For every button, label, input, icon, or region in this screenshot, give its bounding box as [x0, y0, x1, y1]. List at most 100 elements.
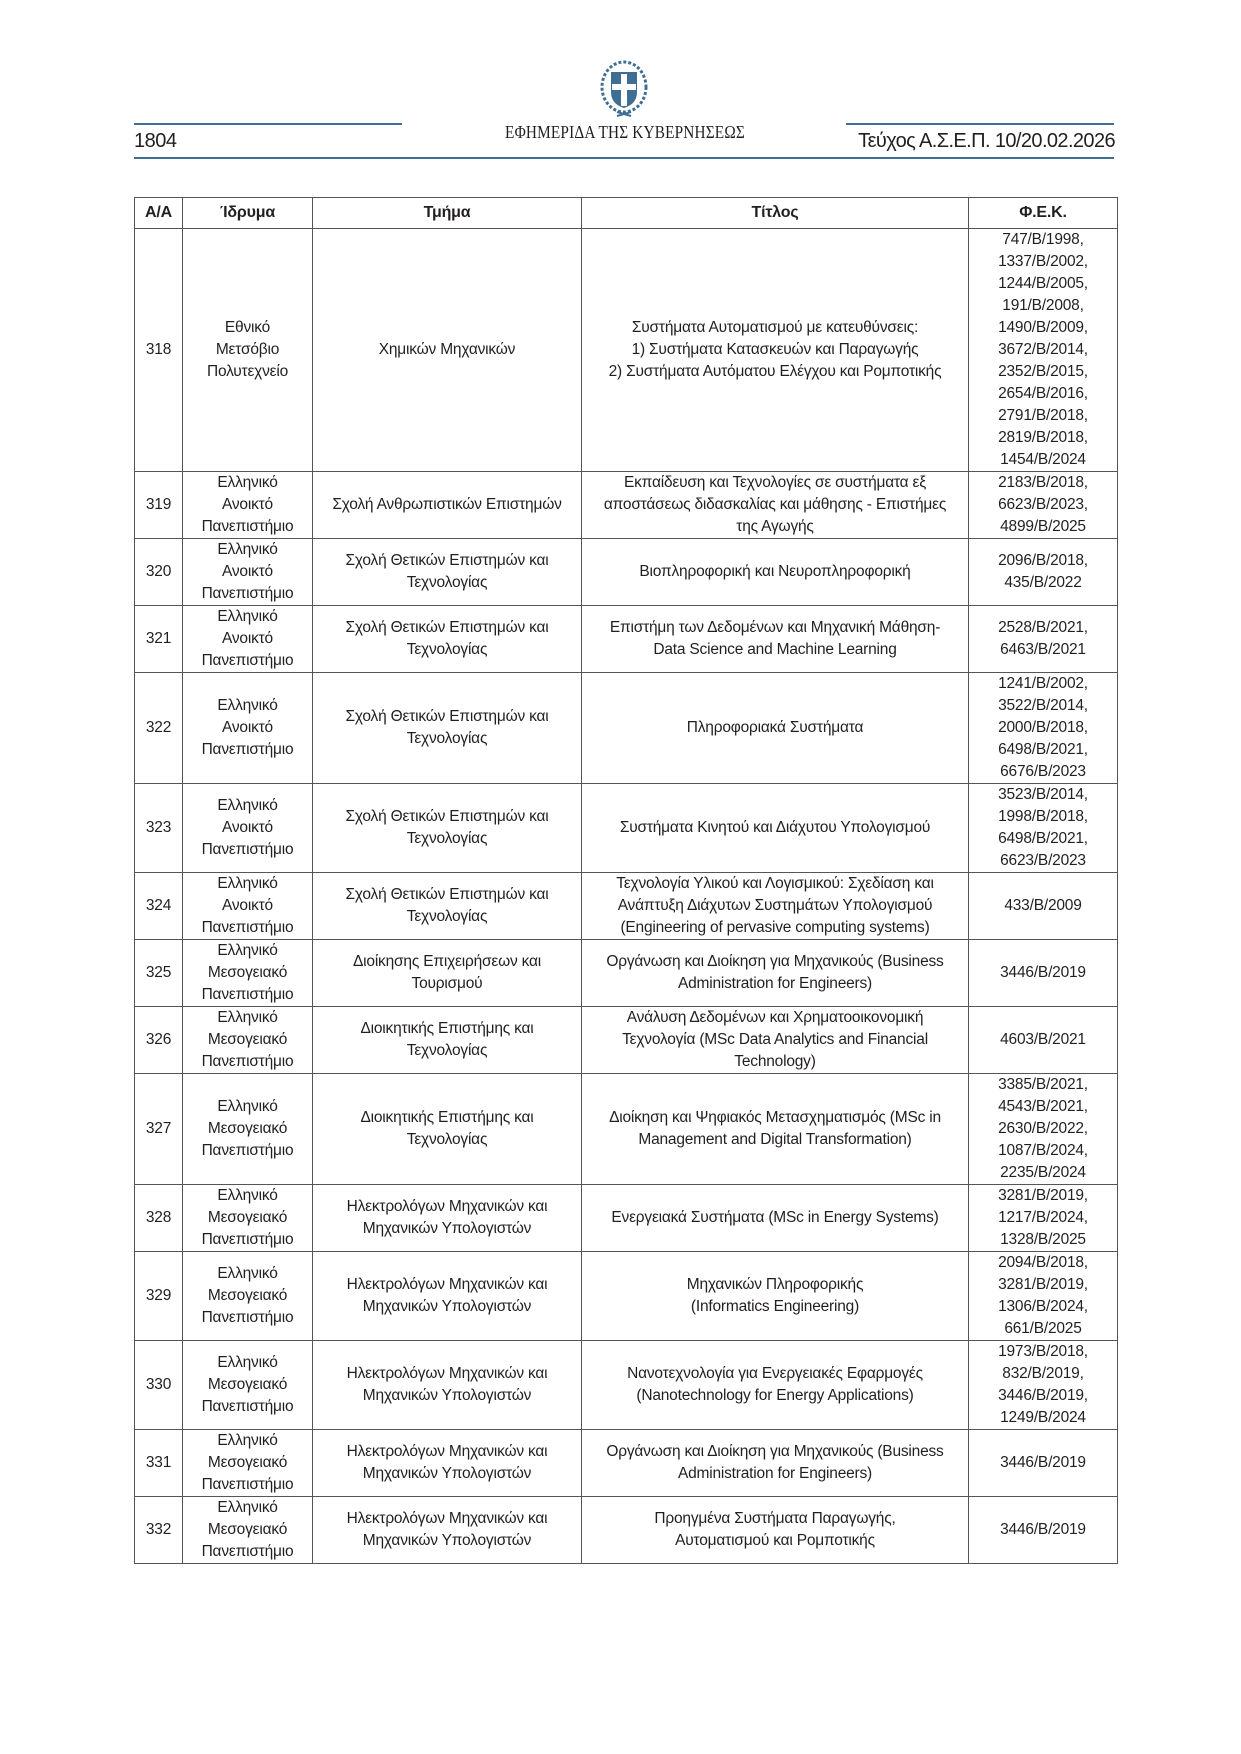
- fek-cell: 2183/B/2018, 6623/B/2023, 4899/B/2025: [968, 471, 1118, 539]
- title-cell: Ανάλυση Δεδομένων και Χρηματοοικονομική …: [581, 1006, 969, 1074]
- department-cell: Σχολή Θετικών Επιστημών και Τεχνολογίας: [312, 783, 582, 873]
- title-cell: Μηχανικών Πληροφορικής (Informatics Engi…: [581, 1251, 969, 1341]
- institution-cell: Ελληνικό Μεσογειακό Πανεπιστήμιο: [182, 1006, 313, 1074]
- title-cell: Οργάνωση και Διοίκηση για Μηχανικούς (Bu…: [581, 939, 969, 1007]
- table-row: 320 Ελληνικό Ανοικτό Πανεπιστήμιο Σχολή Θε…: [134, 538, 1118, 606]
- header-rule-right: [846, 123, 1114, 125]
- fek-cell: 2096/B/2018, 435/B/2022: [968, 538, 1118, 606]
- institution-cell: Ελληνικό Ανοικτό Πανεπιστήμιο: [182, 471, 313, 539]
- coat-of-arms-icon: [600, 60, 648, 117]
- table-row: 331 Ελληνικό Μεσογειακό Πανεπιστήμιο Ηλεκτ…: [134, 1429, 1118, 1497]
- department-cell: Σχολή Θετικών Επιστημών και Τεχνολογίας: [312, 605, 582, 673]
- department-cell: Ηλεκτρολόγων Μηχανικών και Μηχανικών Υπο…: [312, 1496, 582, 1564]
- row-number: 322: [134, 672, 183, 784]
- column-header-title: Τίτλος: [581, 197, 969, 229]
- institution-cell: Ελληνικό Μεσογειακό Πανεπιστήμιο: [182, 939, 313, 1007]
- table-row: 322 Ελληνικό Ανοικτό Πανεπιστήμιο Σχολή Θε…: [134, 672, 1118, 784]
- department-cell: Διοικητικής Επιστήμης και Τεχνολογίας: [312, 1006, 582, 1074]
- institution-cell: Ελληνικό Ανοικτό Πανεπιστήμιο: [182, 872, 313, 940]
- row-number: 325: [134, 939, 183, 1007]
- table-row: 319 Ελληνικό Ανοικτό Πανεπιστήμιο Σχολή Αν…: [134, 471, 1118, 539]
- table-row: 332 Ελληνικό Μεσογειακό Πανεπιστήμιο Ηλεκτ…: [134, 1496, 1118, 1564]
- title-cell: Βιοπληροφορική και Νευροπληροφορική: [581, 538, 969, 606]
- title-cell: Ενεργειακά Συστήματα (MSc in Energy Syst…: [581, 1184, 969, 1252]
- department-cell: Διοικητικής Επιστήμης και Τεχνολογίας: [312, 1073, 582, 1185]
- institution-cell: Ελληνικό Μεσογειακό Πανεπιστήμιο: [182, 1251, 313, 1341]
- title-cell: Πληροφοριακά Συστήματα: [581, 672, 969, 784]
- department-cell: Σχολή Θετικών Επιστημών και Τεχνολογίας: [312, 538, 582, 606]
- department-cell: Σχολή Θετικών Επιστημών και Τεχνολογίας: [312, 672, 582, 784]
- title-cell: Εκπαίδευση και Τεχνολογίες σε συστήματα …: [581, 471, 969, 539]
- fek-cell: 3523/B/2014, 1998/B/2018, 6498/B/2021, 6…: [968, 783, 1118, 873]
- row-number: 331: [134, 1429, 183, 1497]
- programs-table: Α/Α Ίδρυμα Τμήμα Τίτλος Φ.Ε.Κ. 318 Εθνικό…: [134, 197, 1118, 1564]
- table-row: 326 Ελληνικό Μεσογειακό Πανεπιστήμιο Διοικ…: [134, 1006, 1118, 1074]
- row-number: 326: [134, 1006, 183, 1074]
- table-row: 330 Ελληνικό Μεσογειακό Πανεπιστήμιο Ηλεκτ…: [134, 1340, 1118, 1430]
- title-cell: Επιστήμη των Δεδομένων και Μηχανική Μάθη…: [581, 605, 969, 673]
- column-header-institution: Ίδρυμα: [182, 197, 313, 229]
- table-row: 324 Ελληνικό Ανοικτό Πανεπιστήμιο Σχολή Θε…: [134, 872, 1118, 940]
- department-cell: Σχολή Θετικών Επιστημών και Τεχνολογίας: [312, 872, 582, 940]
- fek-cell: 3385/B/2021, 4543/B/2021, 2630/B/2022, 1…: [968, 1073, 1118, 1185]
- row-number: 320: [134, 538, 183, 606]
- institution-cell: Ελληνικό Μεσογειακό Πανεπιστήμιο: [182, 1429, 313, 1497]
- department-cell: Χημικών Μηχανικών: [312, 228, 582, 472]
- institution-cell: Ελληνικό Μεσογειακό Πανεπιστήμιο: [182, 1073, 313, 1185]
- table-row: 325 Ελληνικό Μεσογειακό Πανεπιστήμιο Διοίκ…: [134, 939, 1118, 1007]
- fek-cell: 2528/B/2021, 6463/B/2021: [968, 605, 1118, 673]
- fek-cell: 3446/B/2019: [968, 1496, 1118, 1564]
- department-cell: Ηλεκτρολόγων Μηχανικών και Μηχανικών Υπο…: [312, 1429, 582, 1497]
- fek-cell: 1241/B/2002, 3522/B/2014, 2000/B/2018, 6…: [968, 672, 1118, 784]
- department-cell: Ηλεκτρολόγων Μηχανικών και Μηχανικών Υπο…: [312, 1184, 582, 1252]
- institution-cell: Ελληνικό Μεσογειακό Πανεπιστήμιο: [182, 1496, 313, 1564]
- row-number: 318: [134, 228, 183, 472]
- page-number: 1804: [134, 130, 177, 152]
- fek-cell: 3446/B/2019: [968, 1429, 1118, 1497]
- title-cell: Διοίκηση και Ψηφιακός Μετασχηματισμός (M…: [581, 1073, 969, 1185]
- row-number: 328: [134, 1184, 183, 1252]
- fek-cell: 2094/B/2018, 3281/B/2019, 1306/B/2024, 6…: [968, 1251, 1118, 1341]
- row-number: 330: [134, 1340, 183, 1430]
- column-header-department: Τμήμα: [312, 197, 582, 229]
- row-number: 323: [134, 783, 183, 873]
- institution-cell: Ελληνικό Ανοικτό Πανεπιστήμιο: [182, 538, 313, 606]
- row-number: 324: [134, 872, 183, 940]
- row-number: 321: [134, 605, 183, 673]
- issue-label: Τεύχος Α.Σ.Ε.Π. 10/20.02.2026: [858, 130, 1115, 152]
- institution-cell: Ελληνικό Ανοικτό Πανεπιστήμιο: [182, 672, 313, 784]
- table-row: 327 Ελληνικό Μεσογειακό Πανεπιστήμιο Διοικ…: [134, 1073, 1118, 1185]
- institution-cell: Εθνικό Μετσόβιο Πολυτεχνείο: [182, 228, 313, 472]
- title-cell: Συστήματα Αυτοματισμού με κατευθύνσεις: …: [581, 228, 969, 472]
- row-number: 327: [134, 1073, 183, 1185]
- table-row: 321 Ελληνικό Ανοικτό Πανεπιστήμιο Σχολή Θε…: [134, 605, 1118, 673]
- title-cell: Συστήματα Κινητού και Διάχυτου Υπολογισμ…: [581, 783, 969, 873]
- institution-cell: Ελληνικό Μεσογειακό Πανεπιστήμιο: [182, 1340, 313, 1430]
- gazette-title: ΕΦΗΜΕΡΙΔΑ ΤΗΣ ΚΥΒΕΡΝΗΣΕΩΣ: [505, 122, 745, 142]
- title-cell: Νανοτεχνολογία για Ενεργειακές Εφαρμογές…: [581, 1340, 969, 1430]
- header-rule-left: [134, 123, 402, 125]
- table-row: 318 Εθνικό Μετσόβιο Πολυτεχνείο Χημικών Μη…: [134, 228, 1118, 472]
- table-header-row: Α/Α Ίδρυμα Τμήμα Τίτλος Φ.Ε.Κ.: [134, 197, 1118, 229]
- institution-cell: Ελληνικό Ανοικτό Πανεπιστήμιο: [182, 783, 313, 873]
- table-row: 323 Ελληνικό Ανοικτό Πανεπιστήμιο Σχολή Θε…: [134, 783, 1118, 873]
- table-row: 328 Ελληνικό Μεσογειακό Πανεπιστήμιο Ηλεκτ…: [134, 1184, 1118, 1252]
- department-cell: Ηλεκτρολόγων Μηχανικών και Μηχανικών Υπο…: [312, 1340, 582, 1430]
- column-header-fek: Φ.Ε.Κ.: [968, 197, 1118, 229]
- fek-cell: 433/B/2009: [968, 872, 1118, 940]
- title-cell: Τεχνολογία Υλικού και Λογισμικού: Σχεδία…: [581, 872, 969, 940]
- fek-cell: 747/B/1998, 1337/B/2002, 1244/B/2005, 19…: [968, 228, 1118, 472]
- institution-cell: Ελληνικό Μεσογειακό Πανεπιστήμιο: [182, 1184, 313, 1252]
- fek-cell: 1973/B/2018, 832/B/2019, 3446/B/2019, 12…: [968, 1340, 1118, 1430]
- department-cell: Ηλεκτρολόγων Μηχανικών και Μηχανικών Υπο…: [312, 1251, 582, 1341]
- department-cell: Διοίκησης Επιχειρήσεων και Τουρισμού: [312, 939, 582, 1007]
- row-number: 332: [134, 1496, 183, 1564]
- fek-cell: 4603/B/2021: [968, 1006, 1118, 1074]
- fek-cell: 3446/B/2019: [968, 939, 1118, 1007]
- fek-cell: 3281/B/2019, 1217/B/2024, 1328/B/2025: [968, 1184, 1118, 1252]
- department-cell: Σχολή Ανθρωπιστικών Επιστημών: [312, 471, 582, 539]
- title-cell: Προηγμένα Συστήματα Παραγωγής, Αυτοματισ…: [581, 1496, 969, 1564]
- header-rule-bottom: [134, 157, 1114, 159]
- column-header-aa: Α/Α: [134, 197, 183, 229]
- institution-cell: Ελληνικό Ανοικτό Πανεπιστήμιο: [182, 605, 313, 673]
